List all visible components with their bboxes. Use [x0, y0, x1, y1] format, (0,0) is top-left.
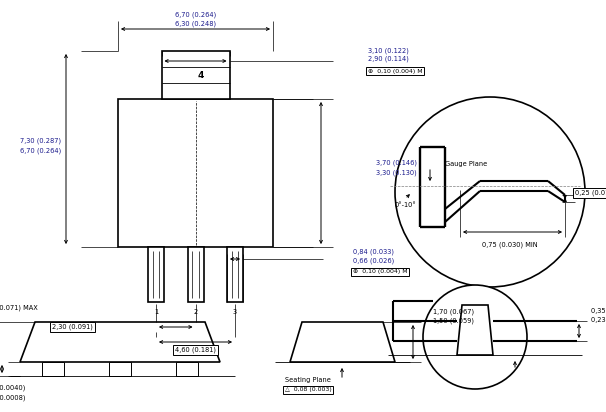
Text: 4: 4 — [198, 70, 204, 80]
Bar — [109, 362, 131, 376]
Bar — [118, 99, 273, 247]
Text: 0,35 (0.014): 0,35 (0.014) — [591, 308, 606, 314]
Bar — [162, 51, 230, 99]
Polygon shape — [457, 305, 493, 355]
Text: ⊕  0,10 (0.004) M: ⊕ 0,10 (0.004) M — [353, 269, 408, 274]
Text: 6,30 (0.248): 6,30 (0.248) — [175, 21, 216, 27]
Text: 7,30 (0.287): 7,30 (0.287) — [20, 138, 61, 144]
Polygon shape — [20, 322, 220, 362]
Text: 2: 2 — [193, 309, 198, 315]
Text: 3,10 (0.122): 3,10 (0.122) — [368, 48, 409, 54]
Text: 0,84 (0.033): 0,84 (0.033) — [353, 249, 394, 255]
Bar — [187, 247, 204, 302]
Text: 4,60 (0.181): 4,60 (0.181) — [175, 347, 216, 353]
Circle shape — [395, 97, 585, 287]
Text: 1: 1 — [154, 309, 158, 315]
Text: 0°-10°: 0°-10° — [395, 202, 417, 208]
Circle shape — [423, 285, 527, 389]
Text: 2,90 (0.114): 2,90 (0.114) — [368, 56, 409, 62]
Bar — [42, 362, 64, 376]
Text: 1,50 (0.059): 1,50 (0.059) — [433, 318, 474, 324]
Text: 0,75 (0.030) MIN: 0,75 (0.030) MIN — [482, 242, 538, 248]
Text: ⊕  0,10 (0.004) M: ⊕ 0,10 (0.004) M — [368, 68, 422, 73]
Bar — [176, 362, 198, 376]
Text: 3: 3 — [233, 309, 237, 315]
Polygon shape — [290, 322, 395, 362]
Text: 2,30 (0.091): 2,30 (0.091) — [52, 324, 93, 330]
Text: 0,25 (0.010): 0,25 (0.010) — [575, 190, 606, 196]
Text: 0,10 (0.0040): 0,10 (0.0040) — [0, 385, 25, 391]
Text: 1,80 (0.071) MAX: 1,80 (0.071) MAX — [0, 305, 38, 311]
Text: 0,66 (0.026): 0,66 (0.026) — [353, 258, 395, 264]
Text: 6,70 (0.264): 6,70 (0.264) — [20, 148, 61, 154]
Text: 0,02 (0.0008): 0,02 (0.0008) — [0, 395, 25, 401]
Bar — [148, 247, 164, 302]
Text: 1,70 (0.067): 1,70 (0.067) — [433, 309, 474, 315]
Text: 3,30 (0.130): 3,30 (0.130) — [376, 170, 417, 176]
Text: 3,70 (0.146): 3,70 (0.146) — [376, 160, 417, 166]
Text: 0,23 (0.009): 0,23 (0.009) — [591, 317, 606, 323]
Text: Seating Plane: Seating Plane — [285, 377, 331, 383]
Text: △  0,08 (0.003): △ 0,08 (0.003) — [285, 388, 331, 393]
Bar — [227, 247, 243, 302]
Text: Gauge Plane: Gauge Plane — [445, 161, 487, 167]
Text: 6,70 (0.264): 6,70 (0.264) — [175, 12, 216, 18]
